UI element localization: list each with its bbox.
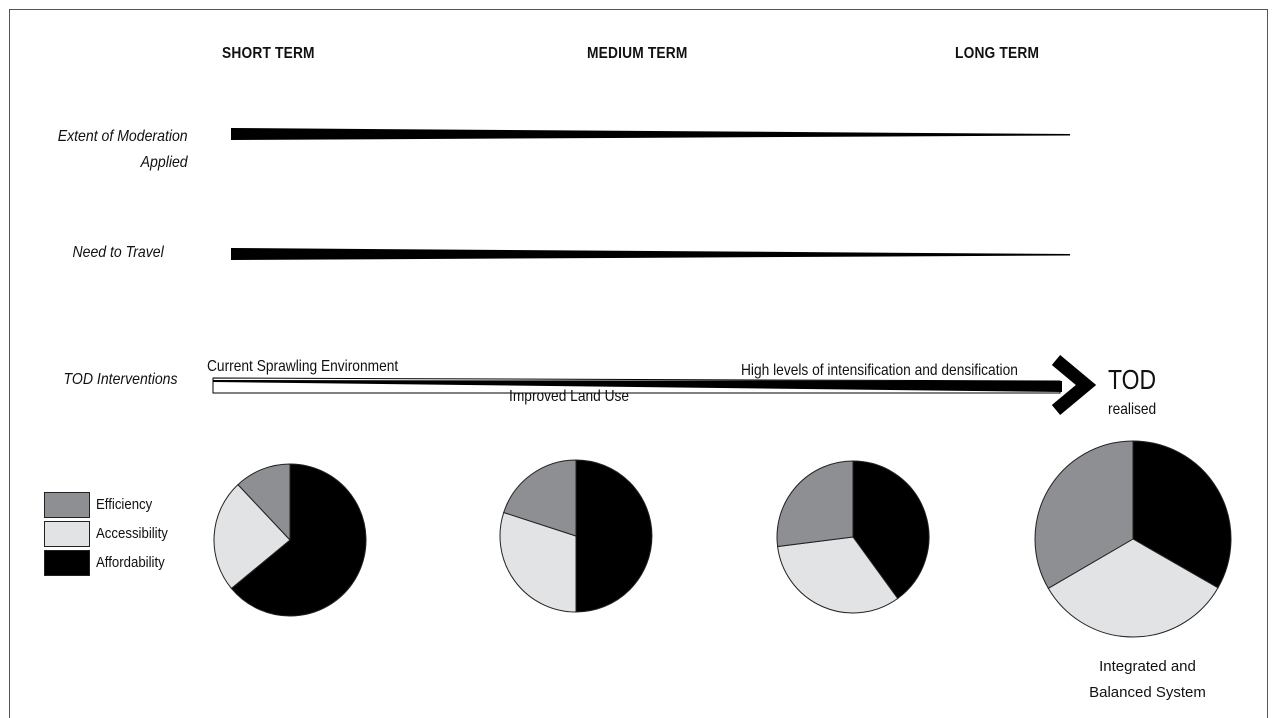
diagram-frame (9, 9, 1268, 718)
pie-long-slice-accessibility (1047, 538, 1219, 638)
phase-short-term: SHORT TERM (222, 45, 315, 62)
pie-medium-1-slice-affordability (575, 459, 653, 613)
pie-long-slice-efficiency (1034, 440, 1134, 590)
label-tod-title: TOD (1108, 364, 1157, 395)
pie-medium-2-slice-efficiency (776, 460, 854, 548)
final-caption: Integrated and Balanced System (1089, 658, 1206, 701)
label-tod-realised: realised (1108, 401, 1157, 418)
label-high-intensification: High levels of intensification and densi… (741, 362, 1018, 379)
need-to-travel-taper-bar (231, 248, 1070, 260)
pie-long-slice-affordability (1132, 440, 1232, 589)
pie-short-slice-efficiency (237, 463, 291, 542)
phase-medium-term: MEDIUM TERM (587, 45, 688, 62)
pie-medium-2 (776, 460, 930, 614)
legend-label-efficiency: Efficiency (96, 496, 153, 513)
moderation-taper-bar (231, 128, 1070, 140)
pie-medium-1 (499, 459, 653, 613)
row-label-need-to-travel: Need to Travel (72, 244, 164, 261)
row-label-moderation: Extent of Moderation Applied (58, 128, 188, 171)
legend-swatch-efficiency (44, 492, 90, 518)
legend-swatch-affordability (44, 550, 90, 576)
pie-medium-1-slice-accessibility (499, 511, 577, 613)
phase-long-term: LONG TERM (955, 45, 1040, 62)
pie-long (1034, 440, 1232, 638)
pie-short (213, 463, 367, 617)
legend-label-accessibility: Accessibility (96, 525, 168, 542)
pie-short-slice-affordability (230, 463, 367, 617)
pie-medium-2-slice-accessibility (777, 536, 899, 614)
pie-medium-2-slice-affordability (852, 460, 930, 600)
legend-label-affordability: Affordability (96, 554, 165, 571)
row-label-tod-interventions: TOD Interventions (63, 371, 178, 388)
pie-short-slice-accessibility (213, 483, 291, 590)
label-current-sprawling: Current Sprawling Environment (207, 358, 399, 375)
legend-swatch-accessibility (44, 521, 90, 547)
label-improved-land-use: Improved Land Use (509, 388, 630, 405)
tod-intervention-arrow (212, 355, 1097, 415)
pie-medium-1-slice-efficiency (503, 459, 577, 537)
